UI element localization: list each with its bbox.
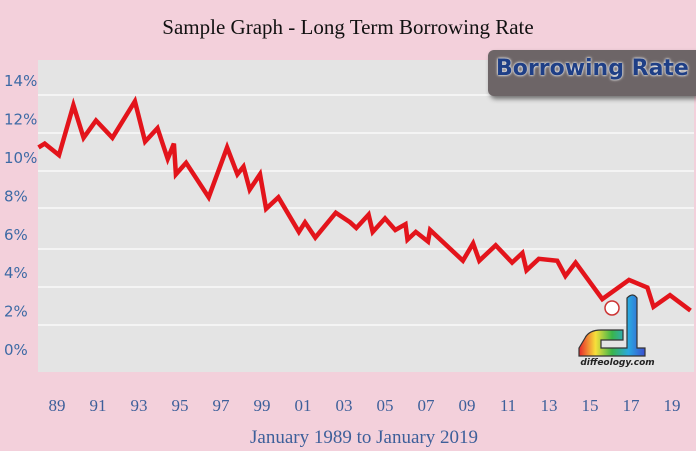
x-tick-label: 03 <box>336 396 353 415</box>
gridlines <box>38 94 694 326</box>
x-tick-label: 13 <box>541 396 558 415</box>
x-tick-label: 07 <box>418 396 436 415</box>
x-tick-label: 01 <box>295 396 312 415</box>
y-tick-label: 2% <box>4 303 28 321</box>
y-axis-ticks: 0% 2% 4% 6% 8% 10% 12% 14% <box>4 72 37 359</box>
watermark-logo: diffeology.com <box>575 290 660 375</box>
legend-label: Borrowing Rate <box>496 56 689 81</box>
y-tick-label: 8% <box>4 187 28 205</box>
y-tick-label: 0% <box>4 341 28 359</box>
y-tick-label: 14% <box>4 72 37 90</box>
x-axis-ticks: 89 91 93 95 97 99 01 03 05 07 09 11 13 15 17 19 <box>49 396 681 415</box>
x-tick-label: 17 <box>623 396 641 415</box>
x-tick-label: 89 <box>49 396 66 415</box>
x-tick-label: 19 <box>664 396 681 415</box>
legend: Borrowing Rate <box>488 50 696 96</box>
x-tick-label: 09 <box>459 396 476 415</box>
y-tick-label: 4% <box>4 264 28 282</box>
y-tick-label: 6% <box>4 226 28 244</box>
x-tick-label: 93 <box>131 396 148 415</box>
x-tick-label: 05 <box>377 396 394 415</box>
watermark-text: diffeology.com <box>580 358 655 368</box>
x-axis-label: January 1989 to January 2019 <box>250 427 478 448</box>
x-tick-label: 97 <box>213 396 231 415</box>
series-line-borrowing-rate <box>37 95 692 313</box>
y-tick-label: 12% <box>4 111 37 129</box>
logo-icon <box>578 294 646 357</box>
series-points <box>38 101 691 311</box>
chart-title: Sample Graph - Long Term Borrowing Rate <box>162 15 533 39</box>
x-tick-label: 99 <box>254 396 271 415</box>
x-tick-label: 11 <box>500 396 516 415</box>
x-tick-label: 95 <box>172 396 189 415</box>
y-tick-label: 10% <box>4 149 37 167</box>
x-tick-label: 15 <box>582 396 599 415</box>
x-tick-label: 91 <box>90 396 107 415</box>
